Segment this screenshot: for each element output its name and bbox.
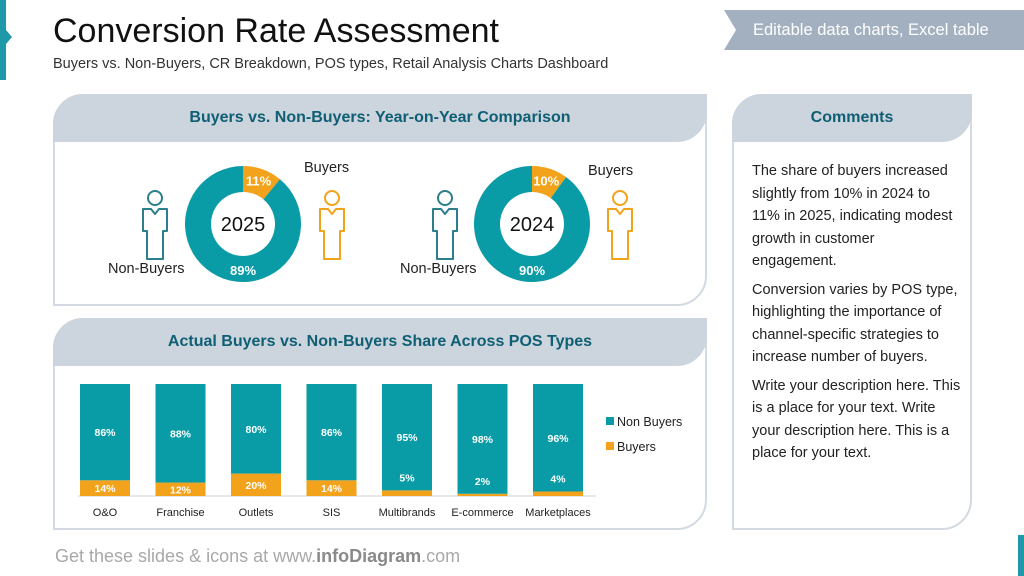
- bar-buyers-6: [533, 491, 583, 496]
- bar-label-buyers-3: 14%: [321, 483, 343, 495]
- buyer-person-icon-2024-head: [612, 190, 628, 206]
- legend-swatch-1: [606, 442, 614, 450]
- buyer-person-icon-2024-body: [607, 208, 633, 260]
- bar-buyers-5: [457, 493, 508, 496]
- donut-2025-buyers-label: Buyers: [304, 160, 350, 176]
- buyer-person-icon-2025-head: [324, 190, 340, 206]
- donut-2025-label-non-buyers: 89%: [230, 263, 256, 278]
- bar-label-buyers-2: 20%: [245, 480, 267, 492]
- bar-buyers-4: [382, 490, 432, 496]
- corner-accent: [1018, 535, 1024, 576]
- bar-label-buyers-0: 14%: [94, 483, 116, 495]
- non-buyer-person-icon-2024: [432, 190, 458, 260]
- comments-panel: Comments: [732, 94, 972, 530]
- bar-nonbuyers-3: [306, 384, 357, 481]
- bar-buyers-2: [231, 473, 281, 496]
- comment-2: Conversion varies by POS type, highlight…: [752, 281, 958, 366]
- donut-2024-label-buyers: 10%: [533, 173, 559, 188]
- bar-nonbuyers-6: [533, 384, 583, 492]
- page-subtitle: Buyers vs. Non-Buyers, CR Breakdown, POS…: [53, 56, 609, 72]
- bar-label-nonbuyers-6: 96%: [547, 433, 569, 445]
- comment-1: The share of buyers increased slightly f…: [752, 163, 953, 269]
- donut-2025-nonbuyers-label: Non-Buyers: [108, 261, 185, 277]
- bar-nonbuyers-2: [231, 384, 281, 474]
- yoy-panel-title: Buyers vs. Non-Buyers: Year-on-Year Comp…: [53, 94, 707, 142]
- non-buyer-person-icon-2025: [142, 190, 168, 260]
- footer-suffix: .com: [421, 546, 461, 566]
- bar-label-nonbuyers-3: 86%: [321, 427, 343, 439]
- bar-nonbuyers-0: [80, 384, 130, 481]
- accent-tab: [0, 0, 12, 80]
- legend-label-1: Buyers: [617, 440, 656, 454]
- bar-buyers-1: [155, 482, 206, 496]
- donut-2025-label-buyers: 11%: [246, 174, 272, 189]
- buyer-person-icon-2025-body: [319, 208, 345, 260]
- legend-label-0: Non Buyers: [617, 415, 682, 429]
- bar-nonbuyers-1: [155, 384, 206, 483]
- category-label-5: E-commerce: [451, 507, 513, 519]
- donut-2025-center-label: 2025: [221, 214, 266, 236]
- bar-label-nonbuyers-0: 86%: [94, 427, 116, 439]
- category-label-1: Franchise: [156, 507, 204, 519]
- donut-2024-slice-buyers: [532, 166, 567, 199]
- bar-label-buyers-1: 12%: [170, 484, 192, 496]
- category-label-4: Multibrands: [379, 507, 436, 519]
- donut-2024-buyers-label: Buyers: [588, 163, 634, 179]
- pos-panel-title: Actual Buyers vs. Non-Buyers Share Acros…: [53, 318, 707, 366]
- donut-2024-nonbuyers-label: Non-Buyers: [400, 261, 477, 277]
- category-label-0: O&O: [93, 507, 118, 519]
- buyer-person-icon-2024: [607, 190, 633, 260]
- bar-label-buyers-4: 5%: [399, 472, 415, 484]
- bar-buyers-3: [306, 480, 357, 496]
- category-label-6: Marketplaces: [525, 507, 591, 519]
- yoy-panel: Buyers vs. Non-Buyers: Year-on-Year Comp…: [53, 94, 707, 306]
- non-buyer-person-icon-2025-head: [147, 190, 163, 206]
- non-buyer-person-icon-2024-body: [432, 208, 458, 260]
- footer-prefix: Get these slides & icons at www.: [55, 546, 317, 566]
- bar-label-nonbuyers-1: 88%: [170, 428, 192, 440]
- donut-2024-slice-non-buyers: [474, 166, 590, 282]
- bar-label-buyers-6: 4%: [550, 474, 566, 486]
- legend-swatch-0: [606, 417, 614, 425]
- bar-nonbuyers-4: [382, 384, 432, 491]
- footer[interactable]: Get these slides & icons at www.infoDiag…: [55, 546, 460, 567]
- bar-label-buyers-5: 2%: [475, 476, 491, 488]
- non-buyer-person-icon-2025-body: [142, 208, 168, 260]
- bar-label-nonbuyers-2: 80%: [245, 424, 267, 436]
- comments-text: The share of buyers increased slightly f…: [752, 160, 962, 471]
- page-title: Conversion Rate Assessment: [53, 12, 499, 50]
- bar-nonbuyers-5: [457, 384, 508, 494]
- category-label-2: Outlets: [239, 507, 274, 519]
- footer-brand: infoDiagram: [316, 546, 422, 566]
- comments-panel-title: Comments: [732, 94, 972, 142]
- donut-2024-center-label: 2024: [510, 214, 555, 236]
- bar-buyers-0: [80, 480, 130, 496]
- bar-label-nonbuyers-5: 98%: [472, 434, 494, 446]
- comment-3: Write your description here. This is a p…: [752, 377, 961, 462]
- buyer-person-icon-2025: [319, 190, 345, 260]
- donut-2025-slice-buyers: [243, 166, 280, 200]
- donut-2024-label-non-buyers: 90%: [519, 263, 545, 278]
- non-buyer-person-icon-2024-head: [437, 190, 453, 206]
- info-ribbon: Editable data charts, Excel table: [724, 10, 1024, 50]
- bar-label-nonbuyers-4: 95%: [396, 432, 418, 444]
- category-label-3: SIS: [323, 507, 341, 519]
- donut-2025-slice-non-buyers: [184, 166, 301, 282]
